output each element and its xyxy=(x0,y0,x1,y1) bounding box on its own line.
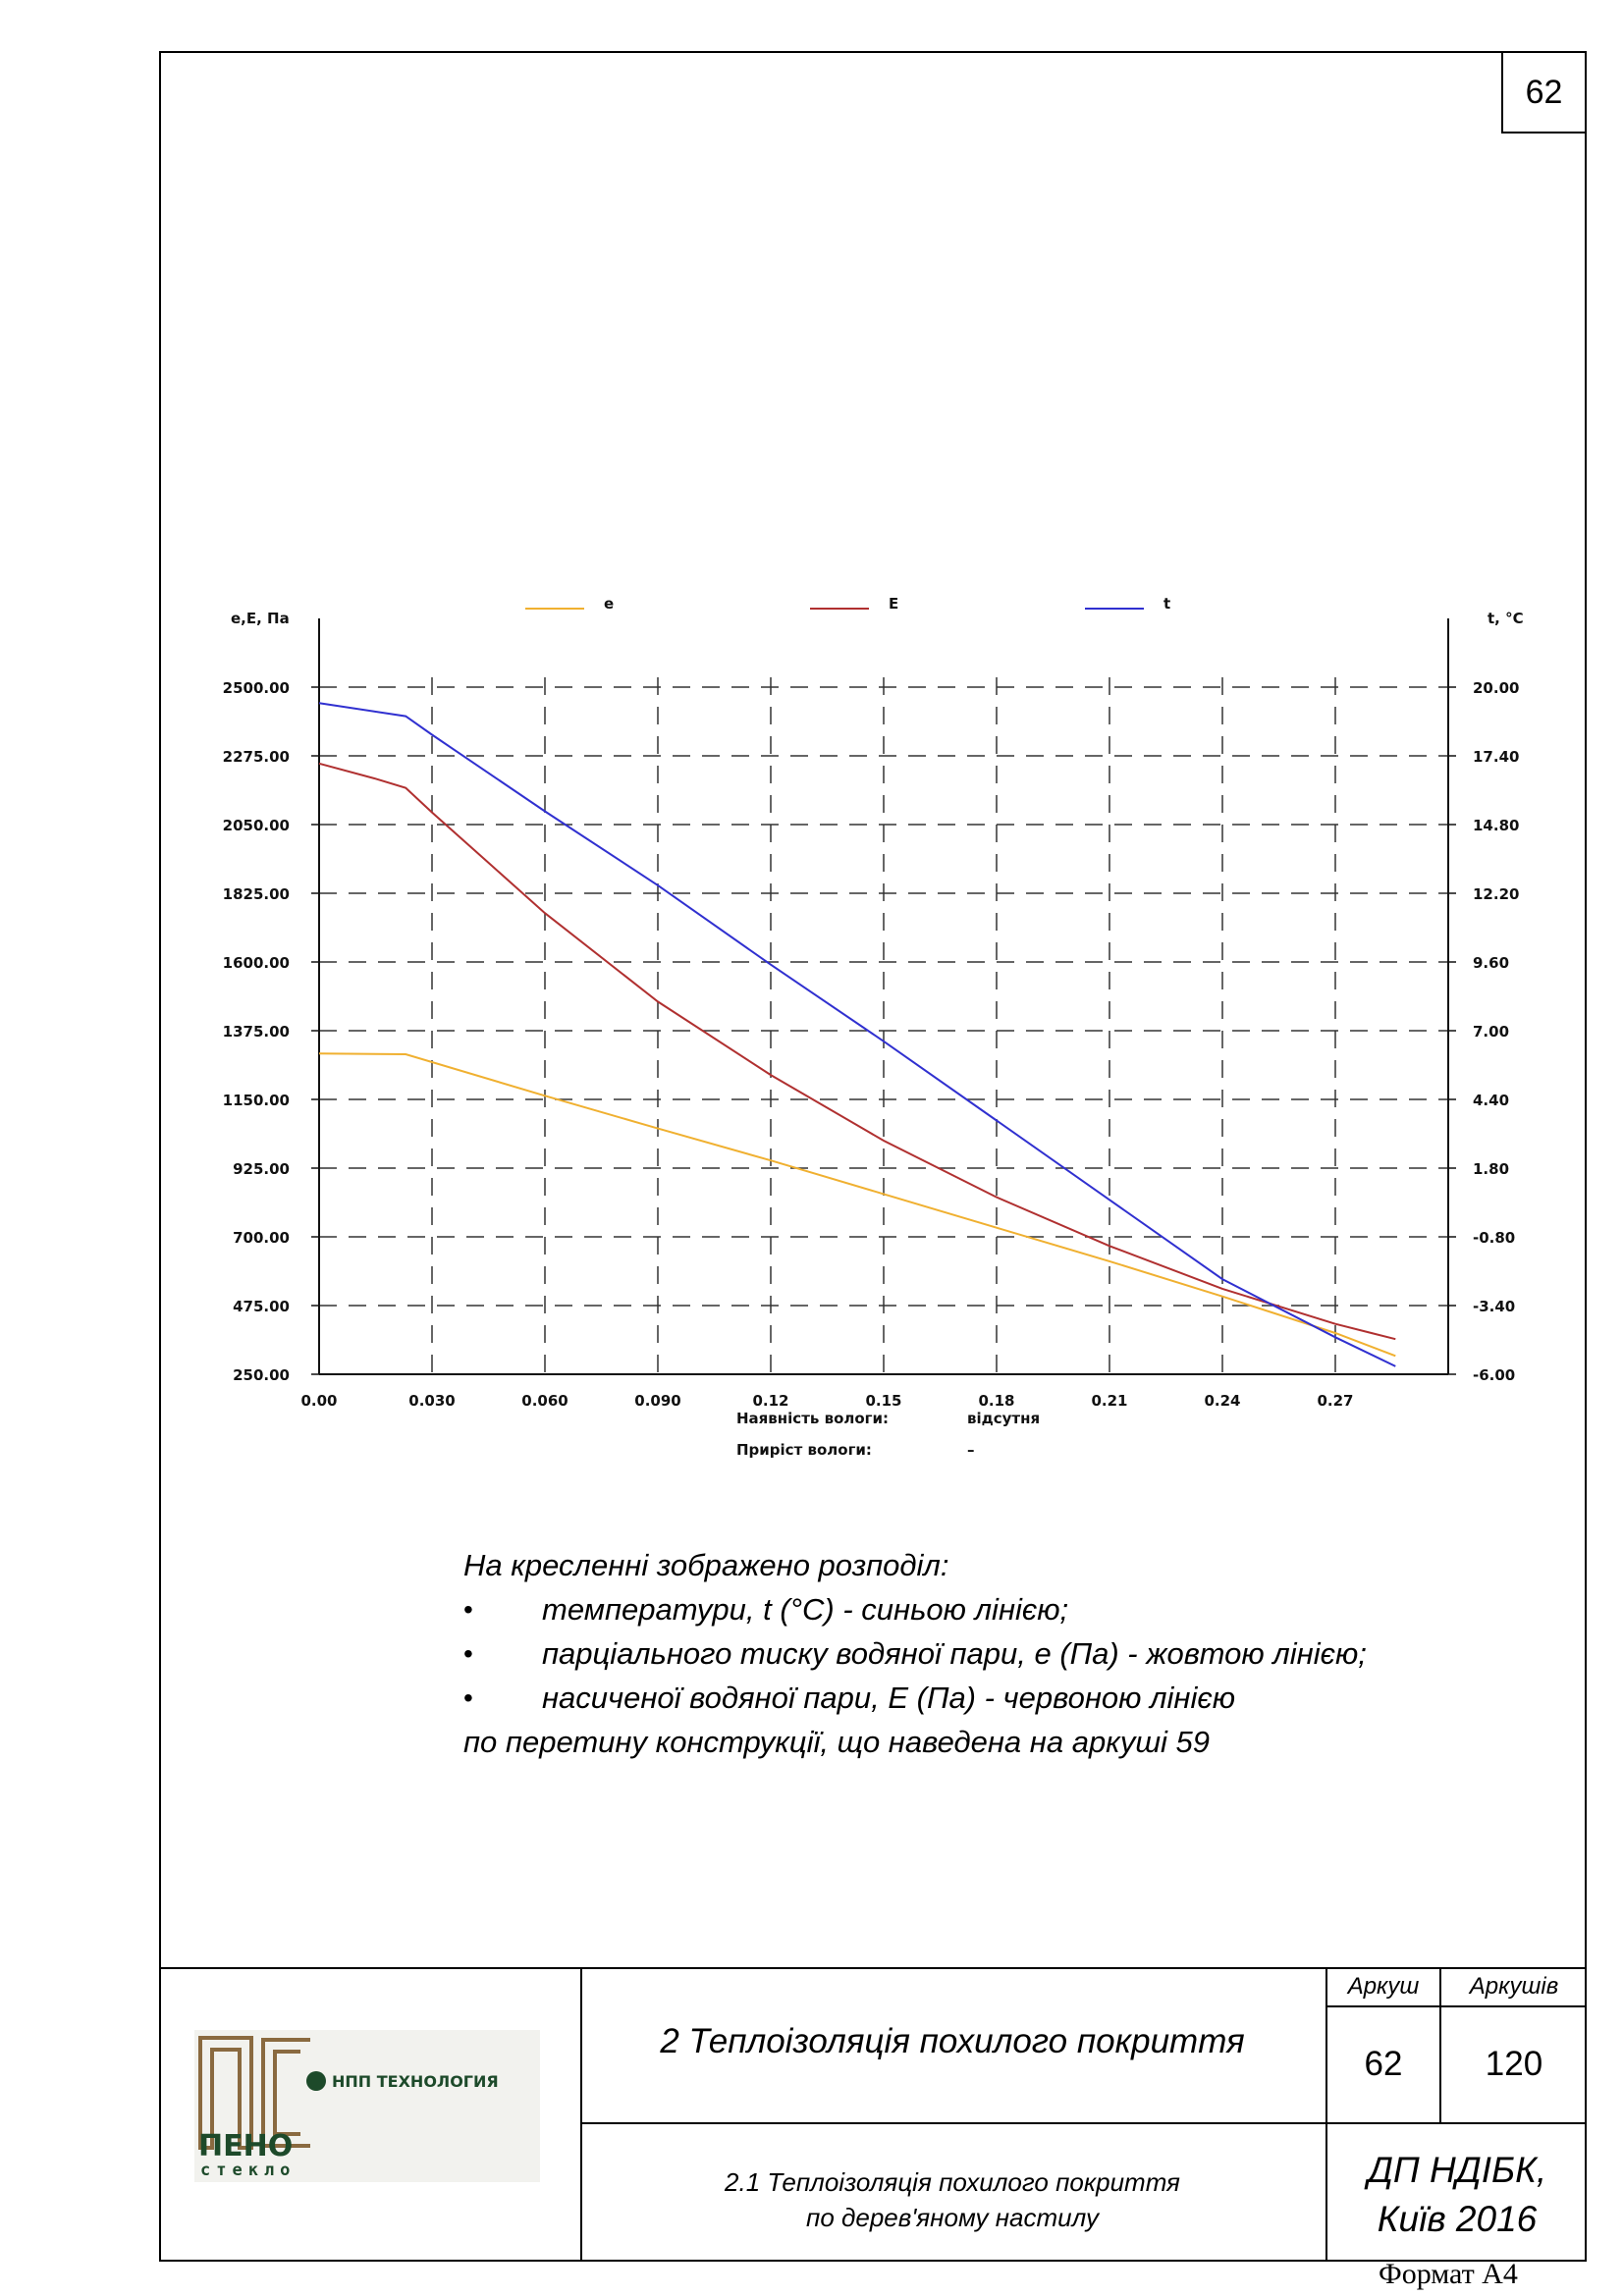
info-value: – xyxy=(967,1441,975,1459)
y-right-tick-label: 17.40 xyxy=(1473,748,1519,766)
y-left-tick-label: 700.00 xyxy=(233,1229,290,1247)
info-value: відсутня xyxy=(967,1410,1040,1427)
title-block-sheets-divider xyxy=(1439,1967,1441,2122)
sheet-number-corner: 62 xyxy=(1501,51,1587,133)
info-label: Приріст вологи: xyxy=(736,1441,872,1459)
x-tick-label: 0.27 xyxy=(1317,1392,1353,1410)
chart-ticks: 2500.00 20.00 2275.00 17.40 2050.00 14.80 1825… xyxy=(223,679,1520,1410)
title-block-label-line xyxy=(1325,2005,1587,2007)
drawing-frame xyxy=(159,51,1587,2262)
y-left-tick-label: 925.00 xyxy=(233,1160,290,1178)
sheet-value: 62 xyxy=(1364,2045,1403,2083)
y-left-tick-label: 475.00 xyxy=(233,1298,290,1315)
sheet-number: 62 xyxy=(1525,73,1563,111)
y-right-tick-label: 12.20 xyxy=(1473,885,1519,903)
caption-list: • температури, t (°C) - синьою лінією; • п… xyxy=(463,1587,1543,1720)
series-line-E xyxy=(318,762,1396,1341)
bullet-icon: • xyxy=(463,1594,473,1625)
legend-label: E xyxy=(889,595,898,613)
x-tick-label: 0.030 xyxy=(408,1392,455,1410)
y-right-tick-label: 14.80 xyxy=(1473,817,1519,834)
legend-label: t xyxy=(1163,595,1170,613)
title-block-top-line xyxy=(159,1967,1587,1969)
series-line-e xyxy=(318,1052,1396,1358)
chart-caption: На кресленні зображено розподіл: • темпер… xyxy=(463,1543,1543,1764)
x-tick-label: 0.24 xyxy=(1204,1392,1240,1410)
chart-svg: e,E, Па t, °C 2500.00 20.00 2275.00 17.40 205… xyxy=(223,595,1524,1459)
y-right-tick-label: 7.00 xyxy=(1473,1023,1509,1041)
main-title: 2 Теплоізоляція похилого покриття xyxy=(660,2022,1245,2060)
org-line1: ДП НДІБК, xyxy=(1367,2150,1547,2190)
chart-grid xyxy=(319,677,1448,1374)
title-block-mid-line xyxy=(580,2122,1587,2124)
format-label: Формат А4 xyxy=(1379,2258,1518,2290)
title-block-divider-logo xyxy=(580,1967,582,2262)
y-left-tick-label: 2050.00 xyxy=(223,817,290,834)
logo-brand-text: ПЕНО xyxy=(198,2129,293,2163)
chart-info: Наявність вологи: відсутня Приріст вологи:… xyxy=(736,1410,1040,1459)
x-tick-label: 0.090 xyxy=(634,1392,680,1410)
y-left-tick-label: 2275.00 xyxy=(223,748,290,766)
x-tick-label: 0.00 xyxy=(300,1392,337,1410)
y-right-tick-label: 4.40 xyxy=(1473,1092,1509,1109)
caption-item: • парціального тиску водяної пари, e (Па)… xyxy=(463,1631,1543,1676)
caption-item: • насиченої водяної пари, E (Па) - червон… xyxy=(463,1676,1543,1720)
bullet-icon: • xyxy=(463,1682,473,1713)
y-right-tick-label: 9.60 xyxy=(1473,954,1509,972)
caption-intro: На кресленні зображено розподіл: xyxy=(463,1548,949,1582)
y-right-tick-label: -6.00 xyxy=(1473,1366,1515,1384)
x-tick-label: 0.12 xyxy=(752,1392,788,1410)
sub-title-line1: 2.1 Теплоізоляція похилого покриття xyxy=(725,2167,1180,2197)
sheets-label: Аркушів xyxy=(1469,1973,1559,2000)
y-right-tick-label: 20.00 xyxy=(1473,679,1519,697)
y-left-tick-label: 2500.00 xyxy=(223,679,290,697)
sheet-label: Аркуш xyxy=(1347,1973,1420,2000)
chart-axes: e,E, Па t, °C xyxy=(231,610,1524,1375)
y-left-tick-label: 1600.00 xyxy=(223,954,290,972)
legend-label: e xyxy=(604,595,614,613)
x-tick-label: 0.21 xyxy=(1091,1392,1127,1410)
info-label: Наявність вологи: xyxy=(736,1410,889,1427)
org-line2: Київ 2016 xyxy=(1377,2199,1538,2239)
caption-item: • температури, t (°C) - синьою лінією; xyxy=(463,1587,1543,1631)
y-right-tick-label: 1.80 xyxy=(1473,1160,1509,1178)
y-left-axis-label: e,E, Па xyxy=(231,610,290,627)
y-right-tick-label: -0.80 xyxy=(1473,1229,1515,1247)
company-logo: НПП ТЕХНОЛОГИЯ ПЕНО стекло xyxy=(194,2030,540,2182)
series-line-t xyxy=(318,702,1396,1367)
logo-sub-text: стекло xyxy=(200,2161,296,2180)
sheets-value: 120 xyxy=(1485,2045,1543,2083)
x-tick-label: 0.060 xyxy=(521,1392,568,1410)
y-left-tick-label: 1375.00 xyxy=(223,1023,290,1041)
x-tick-label: 0.18 xyxy=(978,1392,1014,1410)
title-block-divider-right xyxy=(1325,1967,1327,2262)
bullet-icon: • xyxy=(463,1638,473,1669)
y-right-axis-label: t, °C xyxy=(1488,610,1524,627)
chart-series xyxy=(318,702,1396,1367)
y-left-tick-label: 250.00 xyxy=(233,1366,290,1384)
sub-title-line2: по дерев'яному настилу xyxy=(806,2203,1099,2232)
logo-company-text: НПП ТЕХНОЛОГИЯ xyxy=(332,2072,499,2091)
chart-area: e,E, Па t, °C 2500.00 20.00 2275.00 17.40 205… xyxy=(201,579,1527,1497)
caption-outro: по перетину конструкції, що наведена на … xyxy=(463,1725,1211,1759)
y-right-tick-label: -3.40 xyxy=(1473,1298,1515,1315)
y-left-tick-label: 1150.00 xyxy=(223,1092,290,1109)
x-tick-label: 0.15 xyxy=(865,1392,901,1410)
y-left-tick-label: 1825.00 xyxy=(223,885,290,903)
